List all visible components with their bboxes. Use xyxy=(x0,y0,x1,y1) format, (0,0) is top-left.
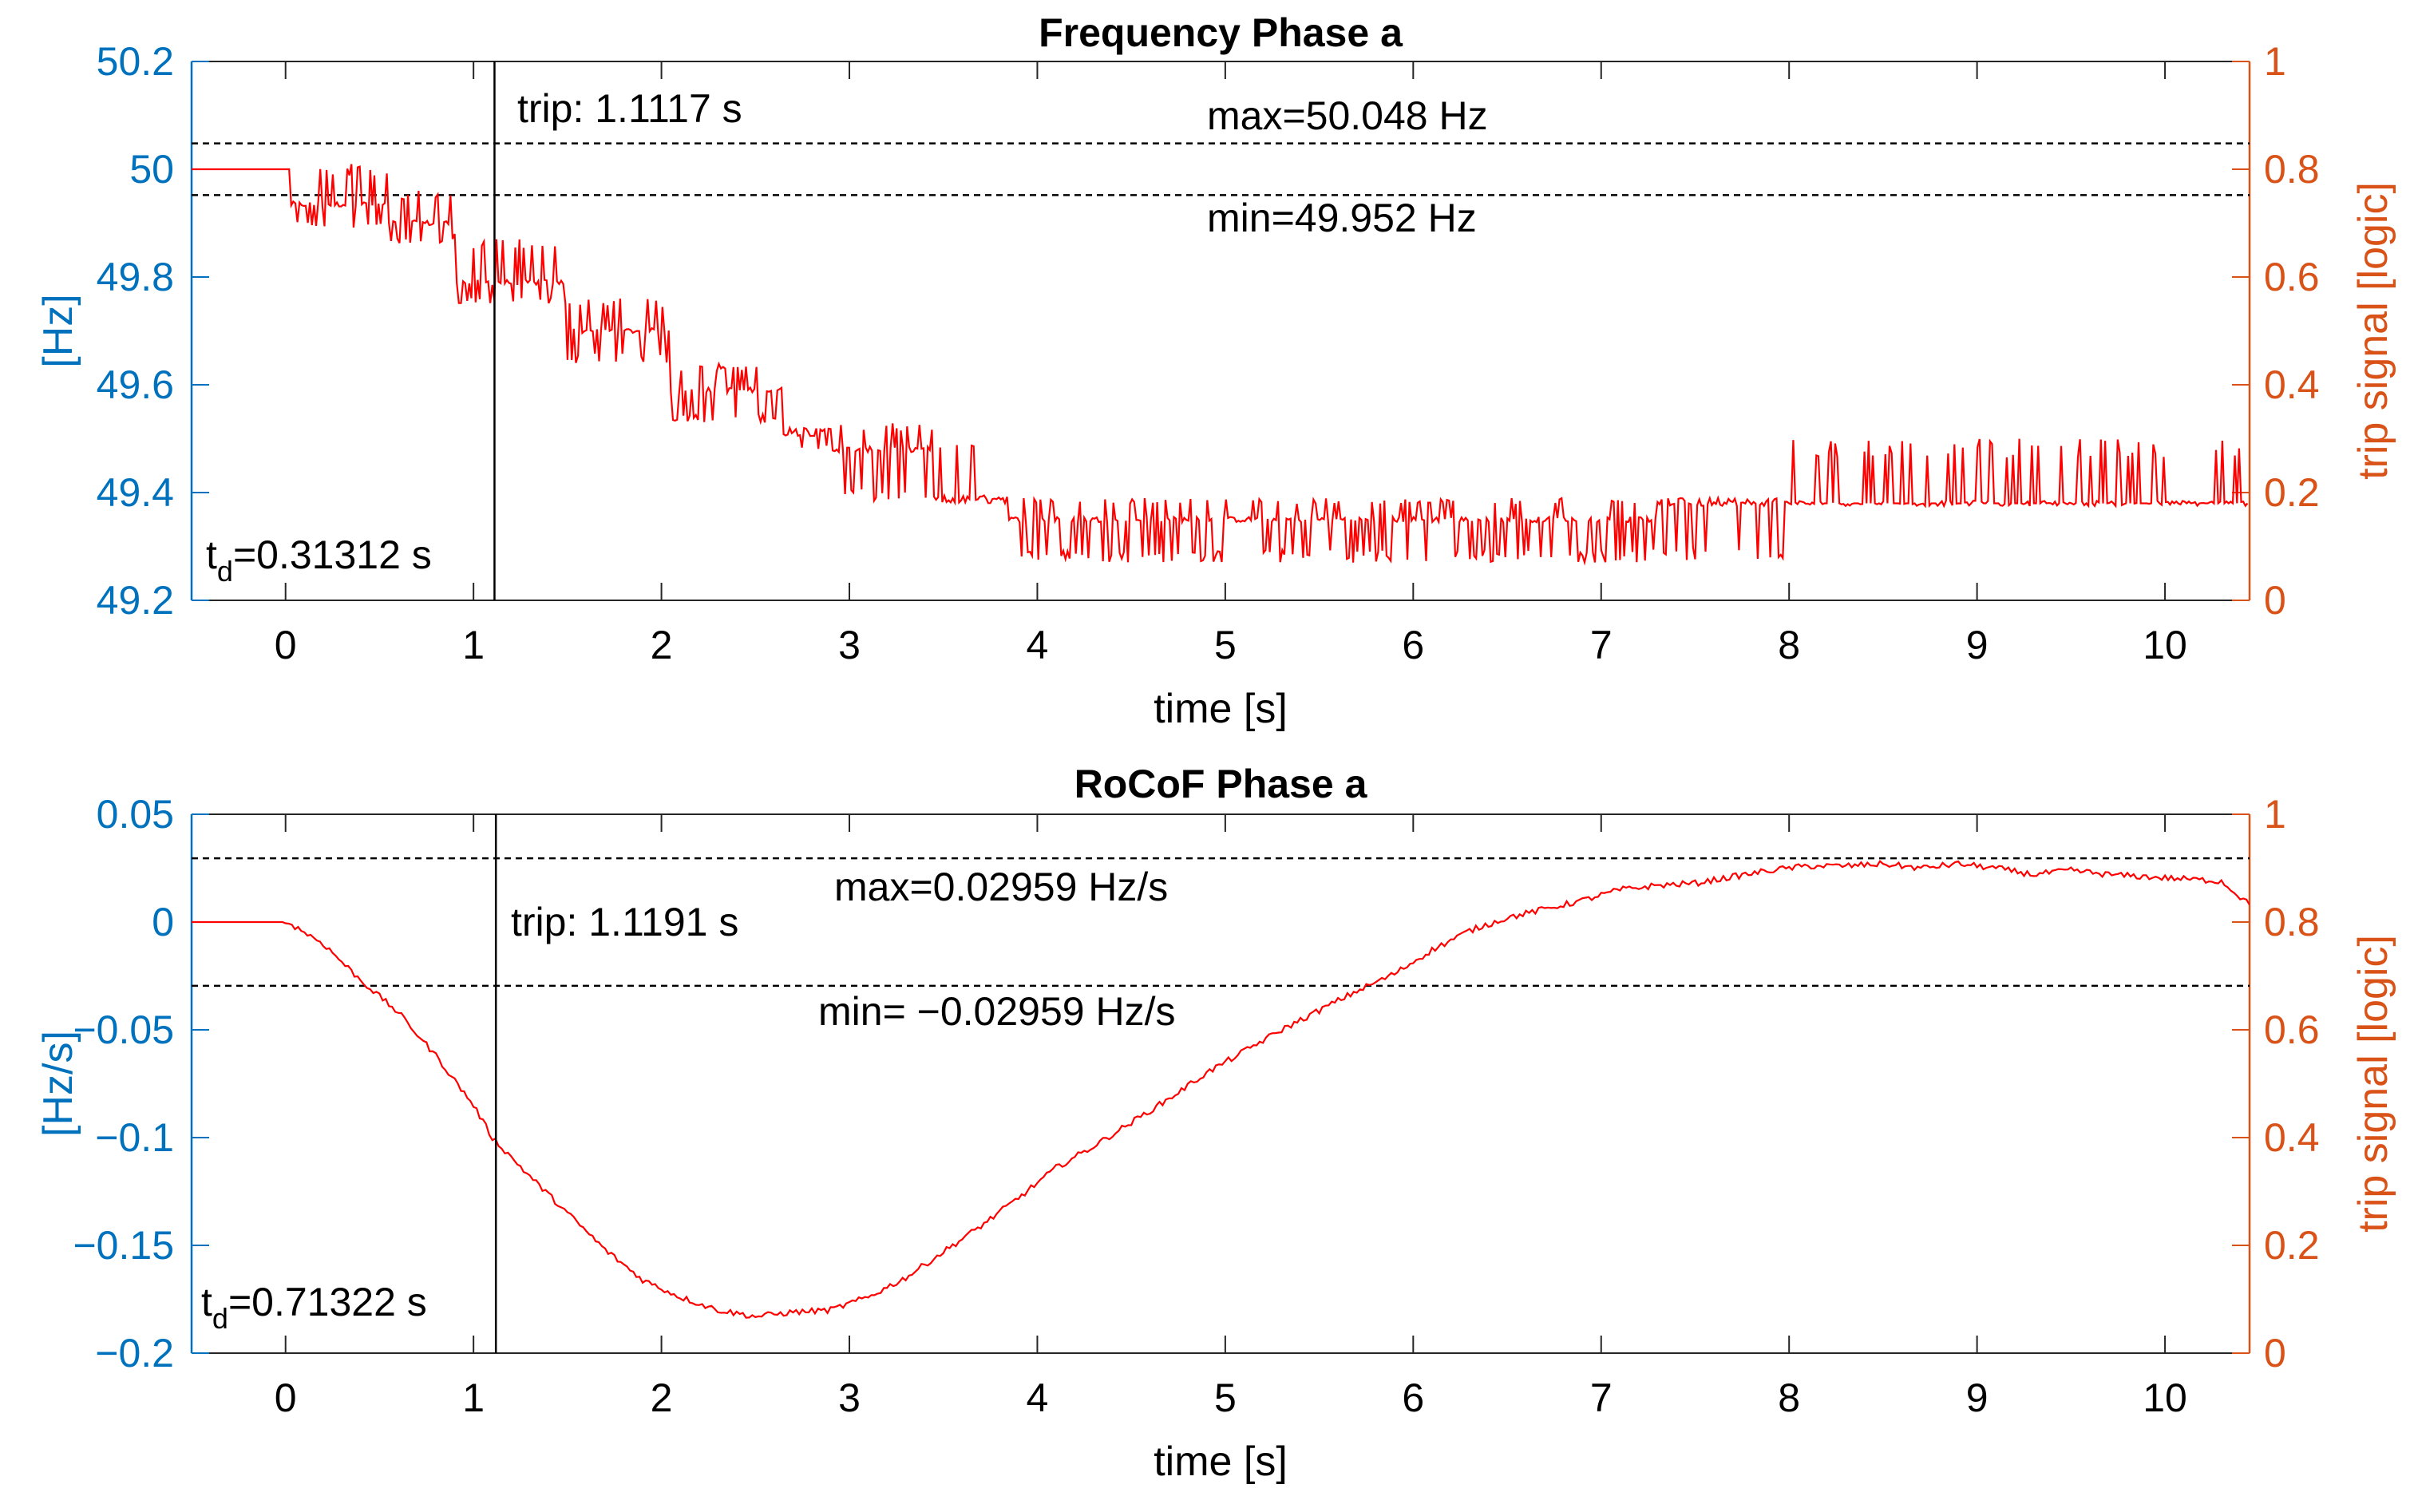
x-tick-label: 2 xyxy=(651,623,673,667)
td-symbol: t xyxy=(201,1280,212,1324)
chart-title: Frequency Phase a xyxy=(1039,10,1403,55)
y-axis-label: [Hz/s] xyxy=(35,1031,81,1137)
y-right-tick-label: 0 xyxy=(2264,1331,2286,1375)
y-axis-label: [Hz] xyxy=(35,294,81,367)
x-tick-label: 0 xyxy=(275,623,297,667)
x-axis-label: time [s] xyxy=(1154,686,1288,732)
y-axis-right-label: trip signal [logic] xyxy=(2350,182,2396,480)
y-right-tick-label: 0.2 xyxy=(2264,1223,2320,1268)
x-tick-label: 10 xyxy=(2143,1375,2187,1420)
x-tick-label: 4 xyxy=(1027,623,1049,667)
x-tick-label: 9 xyxy=(1966,1375,1989,1420)
x-tick-label: 8 xyxy=(1778,1375,1800,1420)
y-tick-label: −0.1 xyxy=(95,1115,174,1160)
td-value: =0.71322 s xyxy=(228,1280,427,1324)
y-right-tick-label: 0.8 xyxy=(2264,900,2320,944)
x-tick-label: 5 xyxy=(1214,623,1237,667)
y-right-tick-label: 1 xyxy=(2264,792,2286,837)
series-line-rocof xyxy=(192,860,2250,1319)
x-tick-label: 0 xyxy=(275,1375,297,1420)
y-right-tick-label: 0 xyxy=(2264,578,2286,623)
x-tick-label: 7 xyxy=(1590,1375,1613,1420)
y-right-tick-label: 0.4 xyxy=(2264,362,2320,407)
td-annotation: td=0.31312 s xyxy=(206,532,432,588)
x-axis-label: time [s] xyxy=(1154,1439,1288,1485)
x-tick-label: 6 xyxy=(1402,1375,1424,1420)
chart-panel-2: 0 1 2 3 4 5 6 7 8 9 10 −0.2 −0.15 −0.1 −0.05 0 0.05 0 0.2 0… xyxy=(35,762,2396,1485)
trip-annotation: trip: 1.1191 s xyxy=(511,900,738,944)
y-right-tick-label: 0.6 xyxy=(2264,255,2320,299)
series-line-frequency xyxy=(192,164,2249,566)
y-tick-label: 49.4 xyxy=(97,470,174,515)
td-annotation: td=0.71322 s xyxy=(201,1280,427,1335)
x-tick-label: 10 xyxy=(2143,623,2187,667)
x-tick-label: 3 xyxy=(838,623,861,667)
y-tick-label: 50 xyxy=(129,147,174,192)
td-value: =0.31312 s xyxy=(233,532,432,577)
y-tick-label: 49.8 xyxy=(97,255,174,299)
x-tick-label: 2 xyxy=(651,1375,673,1420)
y-tick-label: 50.2 xyxy=(97,39,174,84)
y-right-tick-label: 0.8 xyxy=(2264,147,2320,192)
y-right-tick-label: 1 xyxy=(2264,39,2286,84)
y-right-tick-label: 0.4 xyxy=(2264,1115,2320,1160)
min-threshold-label: min= −0.02959 Hz/s xyxy=(818,989,1176,1034)
x-tick-label: 3 xyxy=(838,1375,861,1420)
y-right-tick-label: 0.2 xyxy=(2264,470,2320,515)
td-symbol: t xyxy=(206,532,217,577)
x-tick-label: 9 xyxy=(1966,623,1989,667)
chart-panel-1: 0 1 2 3 4 5 6 7 8 9 10 49.2 49.4 49.6 49.8 50 50.2 0 0.2 0.… xyxy=(35,10,2396,732)
x-tick-label: 1 xyxy=(462,1375,485,1420)
x-tick-label: 8 xyxy=(1778,623,1800,667)
y-tick-label: 49.6 xyxy=(97,362,174,407)
y-tick-label: −0.05 xyxy=(73,1007,174,1052)
x-tick-label: 5 xyxy=(1214,1375,1237,1420)
x-tick-label: 4 xyxy=(1027,1375,1049,1420)
y-tick-label: −0.2 xyxy=(95,1331,174,1375)
min-threshold-label: min=49.952 Hz xyxy=(1207,196,1477,240)
max-threshold-label: max=0.02959 Hz/s xyxy=(834,865,1168,909)
y-tick-label: −0.15 xyxy=(73,1223,174,1268)
td-subscript: d xyxy=(212,1302,228,1335)
td-subscript: d xyxy=(217,555,233,588)
y-right-tick-label: 0.6 xyxy=(2264,1007,2320,1052)
max-threshold-label: max=50.048 Hz xyxy=(1207,93,1488,138)
y-tick-label: 0.05 xyxy=(97,792,174,837)
x-tick-label: 7 xyxy=(1590,623,1613,667)
y-tick-label: 49.2 xyxy=(97,578,174,623)
x-tick-label: 1 xyxy=(462,623,485,667)
y-tick-label: 0 xyxy=(152,900,174,944)
y-axis-right-label: trip signal [logic] xyxy=(2350,935,2396,1233)
chart-title: RoCoF Phase a xyxy=(1074,762,1368,806)
x-tick-label: 6 xyxy=(1402,623,1424,667)
trip-annotation: trip: 1.1117 s xyxy=(517,86,742,131)
